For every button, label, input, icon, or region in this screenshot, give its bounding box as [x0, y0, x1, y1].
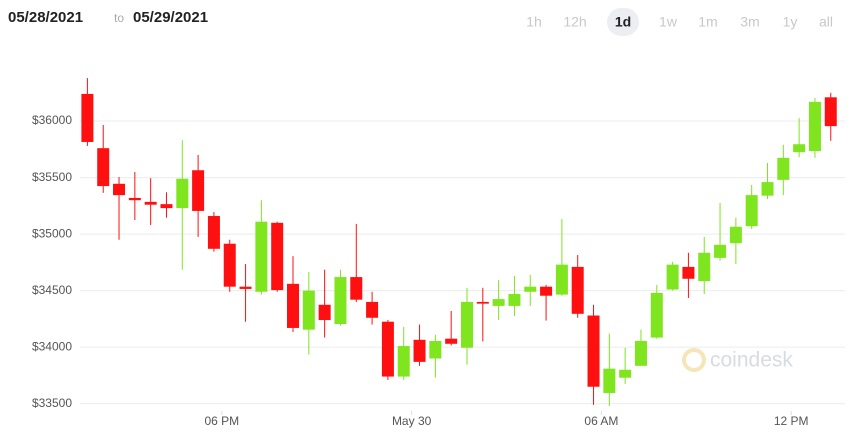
candle-body — [334, 277, 347, 324]
range-button[interactable]: 1w — [659, 14, 678, 30]
candle-body — [302, 290, 315, 330]
candle-body — [524, 286, 537, 292]
watermark-text: coindesk — [710, 349, 793, 372]
y-tick-label: $34500 — [32, 283, 72, 297]
candle-body — [571, 266, 584, 314]
candle-body — [271, 222, 284, 291]
candle-body — [318, 304, 331, 321]
candle-body — [445, 338, 458, 344]
candle-body — [176, 178, 189, 209]
watermark-icon — [682, 348, 706, 372]
candle-body — [350, 277, 363, 300]
candle-body — [603, 368, 616, 393]
candle-body — [128, 197, 141, 201]
candle-body — [587, 315, 600, 387]
x-tick-label: 06 PM — [204, 414, 239, 428]
range-button[interactable]: 1m — [698, 14, 717, 30]
date-to: 05/29/2021 — [133, 9, 208, 26]
candle-body — [540, 286, 553, 296]
candle-body — [429, 340, 442, 359]
candle-body — [476, 301, 489, 304]
candle-body — [413, 339, 426, 362]
candle-body — [223, 243, 236, 287]
candle-body — [492, 299, 505, 306]
range-button[interactable]: 1d — [615, 14, 631, 30]
candle-body — [634, 340, 647, 366]
candle-body — [761, 182, 774, 196]
y-tick-label: $35500 — [32, 170, 72, 184]
candle-body — [144, 201, 157, 205]
candle-body — [397, 346, 410, 377]
candle-body — [650, 292, 663, 338]
candle-body — [255, 221, 268, 292]
candle-body — [287, 283, 300, 328]
candle-body — [698, 252, 711, 282]
range-button[interactable]: 1y — [783, 14, 798, 30]
candle-body — [777, 157, 790, 180]
y-tick-label: $34000 — [32, 339, 72, 353]
candle-body — [97, 148, 110, 187]
candle-body — [619, 369, 632, 378]
candle-body — [555, 264, 568, 295]
candle-body — [793, 144, 806, 153]
candle-body — [207, 216, 220, 249]
candle-body — [460, 301, 473, 348]
candle-body — [729, 226, 742, 244]
candle-body — [824, 97, 837, 127]
range-button[interactable]: 12h — [563, 14, 586, 30]
y-tick-label: $35000 — [32, 226, 72, 240]
x-tick-label: May 30 — [392, 414, 432, 428]
candle-body — [366, 301, 379, 318]
x-tick-label: 06 AM — [584, 414, 618, 428]
candle-body — [808, 101, 821, 152]
candle-body — [239, 286, 252, 289]
candle-body — [113, 183, 126, 196]
range-button[interactable]: all — [819, 14, 833, 30]
candle-body — [682, 266, 695, 279]
y-tick-label: $36000 — [32, 113, 72, 127]
watermark: coindesk — [682, 348, 793, 372]
candle-body — [714, 244, 727, 258]
candle-body — [745, 195, 758, 227]
y-tick-label: $33500 — [32, 396, 72, 410]
range-button[interactable]: 1h — [526, 14, 542, 30]
candle-body — [192, 170, 205, 211]
range-button[interactable]: 3m — [740, 14, 759, 30]
candle-body — [381, 321, 394, 377]
active-button-bg — [607, 8, 639, 36]
date-joiner: to — [114, 11, 124, 25]
candle-body — [666, 264, 679, 290]
candle-body — [160, 204, 173, 209]
date-from: 05/28/2021 — [8, 9, 83, 26]
x-tick-label: 12 PM — [774, 414, 809, 428]
candle-body — [81, 93, 94, 142]
candle-body — [508, 294, 521, 306]
